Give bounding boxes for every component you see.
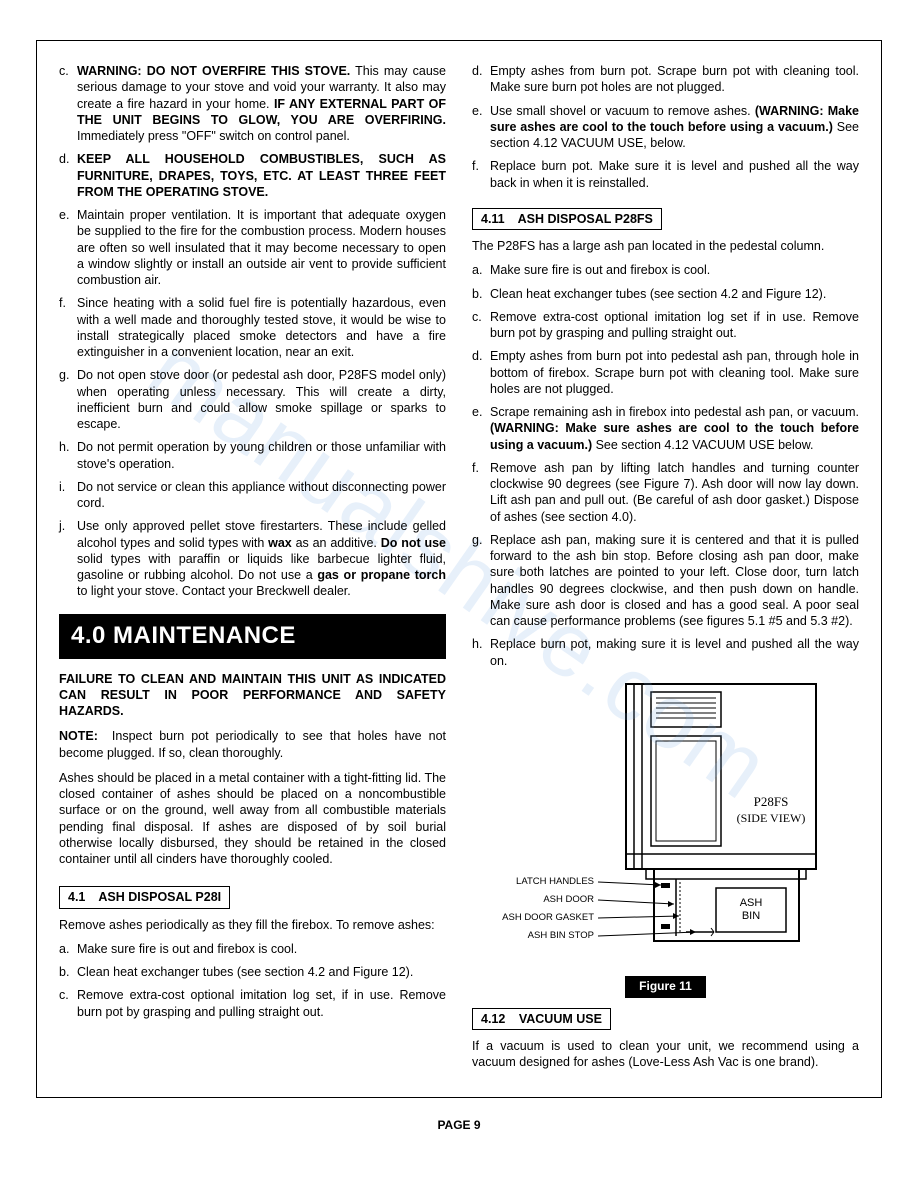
figure-11: P28FS (SIDE VIEW) ASH BIN <box>472 676 859 998</box>
list-item: WARNING: DO NOT OVERFIRE THIS STOVE. Thi… <box>59 63 446 144</box>
ash-disposal-p28fs-list: Make sure fire is out and firebox is coo… <box>472 262 859 669</box>
list-item: Use only approved pellet stove firestart… <box>59 518 446 599</box>
svg-text:ASH DOOR GASKET: ASH DOOR GASKET <box>502 912 594 923</box>
subsection-4-1: 4.1 ASH DISPOSAL P28I <box>59 886 230 908</box>
list-item: Remove extra-cost optional imitation log… <box>472 309 859 342</box>
list-item: Since heating with a solid fuel fire is … <box>59 295 446 360</box>
list-item: Do not permit operation by young childre… <box>59 439 446 472</box>
svg-text:ASH BIN STOP: ASH BIN STOP <box>527 930 593 941</box>
list-item: Do not open stove door (or pedestal ash … <box>59 367 446 432</box>
two-column-layout: WARNING: DO NOT OVERFIRE THIS STOVE. Thi… <box>59 63 859 1079</box>
list-item: Clean heat exchanger tubes (see section … <box>59 964 446 980</box>
list-item: Clean heat exchanger tubes (see section … <box>472 286 859 302</box>
subsection-4-11: 4.11 ASH DISPOSAL P28FS <box>472 208 662 230</box>
section-banner-maintenance: 4.0 MAINTENANCE <box>59 614 446 659</box>
page-footer: PAGE 9 <box>36 1118 882 1134</box>
subsection-number: 4.12 <box>481 1012 505 1026</box>
document-page: manualshive.com WARNING: DO NOT OVERFIRE… <box>36 40 882 1098</box>
left-column: WARNING: DO NOT OVERFIRE THIS STOVE. Thi… <box>59 63 446 1079</box>
safety-warnings-list: WARNING: DO NOT OVERFIRE THIS STOVE. Thi… <box>59 63 446 600</box>
list-item: Empty ashes from burn pot. Scrape burn p… <box>472 63 859 96</box>
ash-container-paragraph: Ashes should be placed in a metal contai… <box>59 770 446 868</box>
list-item: Empty ashes from burn pot into pedestal … <box>472 348 859 397</box>
ash-disposal-p28i-continued: Empty ashes from burn pot. Scrape burn p… <box>472 63 859 191</box>
stove-diagram-svg: P28FS (SIDE VIEW) ASH BIN <box>486 676 846 966</box>
list-item: Make sure fire is out and firebox is coo… <box>472 262 859 278</box>
list-item: Remove extra-cost optional imitation log… <box>59 987 446 1020</box>
list-item: Do not service or clean this appliance w… <box>59 479 446 512</box>
subsection-number: 4.11 <box>481 212 505 226</box>
subsection-number: 4.1 <box>68 890 85 904</box>
sub411-intro: The P28FS has a large ash pan located in… <box>472 238 859 254</box>
note-burn-pot: NOTE: Inspect burn pot periodically to s… <box>59 728 446 761</box>
vacuum-use-text: If a vacuum is used to clean your unit, … <box>472 1038 859 1071</box>
subsection-4-12: 4.12 VACUUM USE <box>472 1008 611 1030</box>
figure-model-label: P28FS <box>753 794 788 809</box>
svg-text:BIN: BIN <box>741 910 759 922</box>
sub41-intro: Remove ashes periodically as they fill t… <box>59 917 446 933</box>
failure-warning: FAILURE TO CLEAN AND MAINTAIN THIS UNIT … <box>59 671 446 720</box>
subsection-title: ASH DISPOSAL P28FS <box>518 212 653 226</box>
list-item: Maintain proper ventilation. It is impor… <box>59 207 446 288</box>
list-item: Scrape remaining ash in firebox into ped… <box>472 404 859 453</box>
list-item: Replace burn pot, making sure it is leve… <box>472 636 859 669</box>
list-item: KEEP ALL HOUSEHOLD COMBUSTIBLES, SUCH AS… <box>59 151 446 200</box>
figure-view-label: (SIDE VIEW) <box>736 811 805 825</box>
svg-text:ASH DOOR: ASH DOOR <box>543 894 594 905</box>
ash-disposal-p28i-list: Make sure fire is out and firebox is coo… <box>59 941 446 1020</box>
subsection-title: VACUUM USE <box>519 1012 602 1026</box>
svg-text:LATCH HANDLES: LATCH HANDLES <box>516 876 594 887</box>
list-item: Remove ash pan by lifting latch handles … <box>472 460 859 525</box>
right-column: Empty ashes from burn pot. Scrape burn p… <box>472 63 859 1079</box>
figure-label: Figure 11 <box>625 976 706 998</box>
subsection-title: ASH DISPOSAL P28I <box>98 890 221 904</box>
list-item: Replace ash pan, making sure it is cente… <box>472 532 859 630</box>
list-item: Make sure fire is out and firebox is coo… <box>59 941 446 957</box>
svg-text:ASH: ASH <box>739 897 762 909</box>
list-item: Replace burn pot. Make sure it is level … <box>472 158 859 191</box>
list-item: Use small shovel or vacuum to remove ash… <box>472 103 859 152</box>
